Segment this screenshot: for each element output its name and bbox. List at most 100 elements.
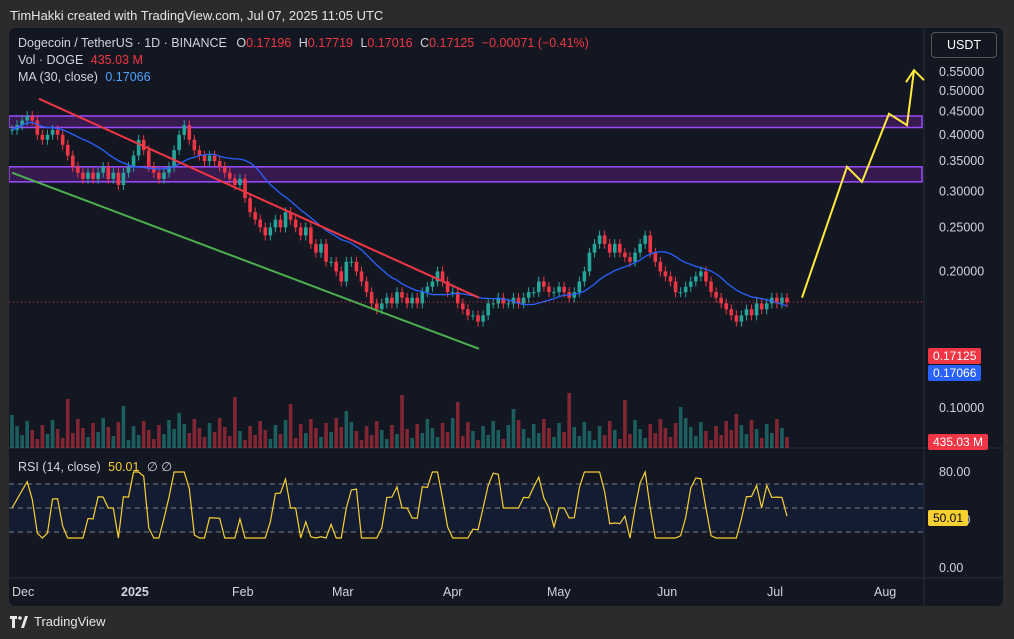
candle-body [476, 315, 480, 322]
ma-line [11, 121, 788, 307]
volume-bar [243, 440, 247, 448]
volume-bar [364, 426, 369, 448]
volume-bar [329, 432, 333, 448]
rsi-settings-icons[interactable]: ∅ ∅ [146, 460, 173, 474]
candle-body [562, 286, 566, 293]
rsi-band [9, 484, 924, 532]
candle-body [157, 172, 161, 179]
volume-bar [390, 425, 394, 448]
candle-body [400, 292, 404, 298]
candle-body [719, 297, 723, 304]
candle-body [288, 212, 293, 220]
rsi-line [11, 469, 788, 539]
volume-bar [673, 423, 678, 448]
volume-bar [536, 433, 541, 448]
volume-bar [400, 395, 404, 448]
candle-body [172, 150, 176, 167]
rsi-legend: RSI (14, close) 50.01 ∅ ∅ [18, 459, 172, 474]
volume-bar [233, 397, 237, 448]
volume-bar [506, 425, 511, 448]
candle-body [329, 261, 333, 263]
volume-bar [405, 429, 409, 448]
volume-bar [425, 419, 430, 448]
volume-bar [567, 393, 571, 448]
candle-body [602, 235, 607, 244]
candle-body [349, 261, 354, 263]
volume-bar [40, 425, 45, 448]
candle-body [238, 178, 242, 186]
volume-bar [612, 430, 617, 448]
candle-body [501, 297, 506, 304]
volume-bar [658, 419, 663, 448]
volume-bar [344, 411, 349, 448]
volume-bar [273, 425, 278, 448]
volume-bar [349, 422, 354, 448]
symbol-legend: Dogecoin / TetherUS · 1D · BINANCE O0.17… [18, 36, 589, 50]
volume-bar [385, 439, 389, 448]
volume-bar [461, 436, 465, 448]
candle-body [106, 166, 111, 179]
trendline-resistance [38, 97, 480, 299]
candle-body [379, 303, 384, 310]
candle-body [430, 281, 435, 287]
candle-body [344, 261, 349, 282]
volume-bar [420, 433, 425, 448]
volume-bar [780, 428, 784, 448]
volume-bar [445, 432, 450, 448]
ma-value: 0.17066 [105, 70, 151, 84]
candle-body [187, 125, 192, 140]
volume-value: 435.03 M [90, 53, 143, 67]
time-axis-label: Feb [232, 585, 254, 599]
candle-body [618, 243, 622, 253]
candle-body [415, 297, 420, 304]
currency-button[interactable]: USDT [931, 32, 997, 58]
candle-body [20, 120, 24, 126]
candle-body [587, 252, 592, 272]
chart-frame[interactable]: 0.55000 0.50000 0.45000 0.40000 0.35000 0.300… [9, 28, 1003, 606]
volume-bar [542, 419, 546, 448]
volume-bar [217, 418, 222, 448]
volume-bar [577, 436, 582, 448]
volume-bar [754, 429, 759, 448]
tradingview-logo-icon [10, 615, 28, 628]
time-axis-label: 2025 [121, 585, 149, 599]
candle-body [749, 309, 754, 316]
candle-body [162, 172, 166, 179]
candle-body [76, 166, 80, 173]
volume-bar [146, 430, 151, 448]
candle-body [607, 243, 612, 253]
candle-body [516, 297, 521, 304]
volume-bar [562, 432, 566, 448]
candle-body [101, 166, 105, 173]
tradingview-footer[interactable]: TradingView [10, 614, 106, 629]
candle-body [96, 172, 100, 179]
volume-bar [192, 419, 197, 448]
rsi-axis-label: 0.00 [939, 561, 963, 575]
high-label: H [298, 36, 308, 50]
volume-bar [592, 440, 597, 448]
candle-body [526, 292, 531, 298]
volume-bar [628, 434, 632, 448]
volume-bar [749, 420, 754, 448]
volume-bar [298, 424, 303, 448]
volume-bar [126, 440, 131, 448]
candle-body [450, 292, 455, 294]
volume-bar [101, 418, 105, 448]
chart-credit: TimHakki created with TradingView.com, J… [10, 8, 384, 23]
volume-bar [263, 430, 268, 448]
volume-bar [30, 430, 35, 448]
volume-bar [91, 423, 95, 448]
volume-bar [76, 419, 80, 448]
volume-tag: 435.03 M [928, 434, 989, 450]
volume-bar [491, 421, 496, 448]
candle-body [334, 261, 338, 272]
volume-bar [141, 421, 146, 448]
volume-bar [653, 433, 658, 448]
candle-body [228, 172, 232, 179]
volume-bar [663, 428, 668, 448]
volume-bar [319, 437, 323, 448]
volume-bar [785, 437, 789, 448]
volume-bar [623, 400, 627, 448]
chart-canvas[interactable]: 0.55000 0.50000 0.45000 0.40000 0.35000 0.300… [9, 28, 1003, 606]
volume-bar [10, 415, 14, 448]
